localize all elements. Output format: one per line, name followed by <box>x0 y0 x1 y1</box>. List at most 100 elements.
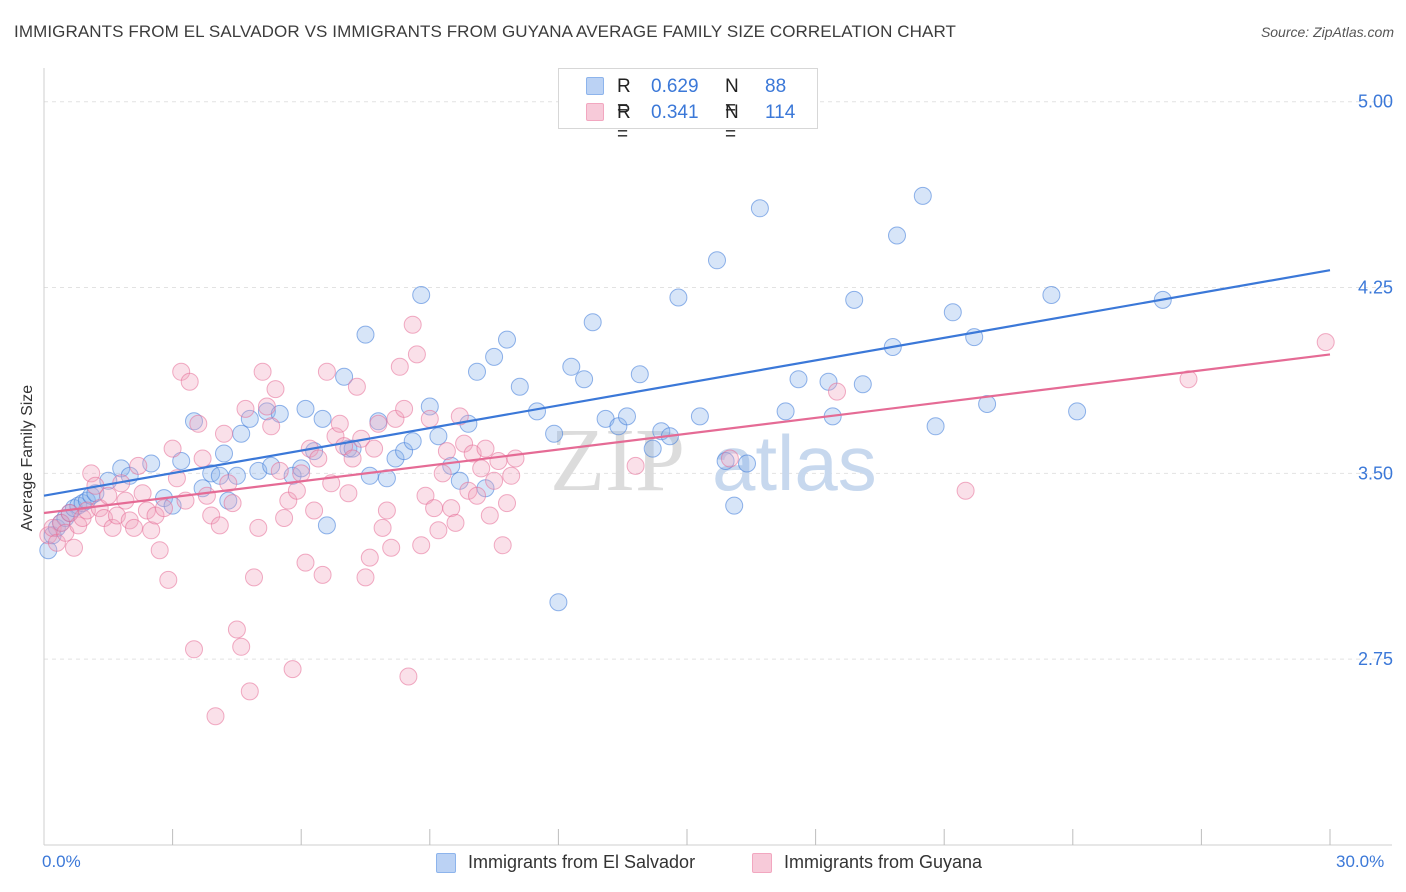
guyana-point <box>197 486 216 505</box>
el-salvador-point <box>1068 402 1087 421</box>
guyana-point <box>360 548 379 567</box>
guyana-point <box>129 456 148 475</box>
guyana-point <box>377 501 396 520</box>
el-salvador-point <box>313 409 332 428</box>
source-label: Source: ZipAtlas.com <box>1260 24 1394 40</box>
guyana-point <box>292 464 311 483</box>
guyana-point <box>287 481 306 500</box>
guyana-point <box>142 521 161 540</box>
el-salvador-point <box>412 286 431 304</box>
el-salvador-point <box>708 251 726 270</box>
guyana-point <box>382 538 401 557</box>
n-label: N = <box>725 76 739 119</box>
guyana-point <box>390 357 409 376</box>
y-tick-label: 4.25 <box>1358 278 1393 298</box>
legend-label-guyana: Immigrants from Guyana <box>784 852 983 872</box>
guyana-point <box>399 667 418 686</box>
legend-swatch-el-salvador <box>436 853 456 873</box>
guyana-point <box>257 397 276 416</box>
grid-layer <box>44 101 1392 660</box>
guyana-point <box>236 399 255 418</box>
guyana-point <box>270 461 289 480</box>
trend-layer <box>43 269 1331 515</box>
el-salvador-point <box>630 365 649 384</box>
el-salvador-point <box>232 424 251 443</box>
guyana-point <box>425 499 444 518</box>
guyana-point <box>339 484 358 503</box>
guyana-point <box>459 481 478 500</box>
guyana-point <box>498 494 516 513</box>
guyana-point <box>330 414 349 433</box>
guyana-point <box>480 506 499 525</box>
guyana-point <box>450 407 469 426</box>
el-salvador-point <box>845 290 864 309</box>
axis-layer <box>43 68 1392 846</box>
guyana-point <box>240 682 259 701</box>
guyana-point <box>476 439 495 458</box>
el-salvador-point <box>498 330 516 349</box>
guyana-point <box>305 501 324 520</box>
points-layer <box>39 186 1335 726</box>
el-salvador-point <box>240 409 259 428</box>
guyana-point <box>193 449 212 468</box>
guyana-point <box>472 459 491 478</box>
el-salvador-point <box>549 593 568 612</box>
series-legend: Immigrants from El Salvador Immigrants f… <box>0 852 1406 876</box>
n-value: 88 <box>765 76 787 97</box>
guyana-point <box>116 491 135 510</box>
el-salvador-point <box>776 402 795 421</box>
guyana-point <box>369 414 388 433</box>
guyana-point <box>442 499 461 518</box>
x-tick-label-min: 0.0% <box>42 852 81 871</box>
watermark-layer: ZIP atlas <box>550 411 877 510</box>
el-salvador-point <box>725 496 744 515</box>
guyana-trend-line <box>43 353 1331 515</box>
guyana-point <box>223 494 242 513</box>
el-salvador-point <box>528 402 546 421</box>
guyana-point <box>249 518 268 537</box>
el-salvador-point <box>926 417 945 436</box>
el-salvador-point <box>643 439 662 458</box>
el-salvador-point <box>583 313 602 332</box>
watermark-zip: ZIP <box>550 411 685 510</box>
guyana-point <box>185 640 203 659</box>
guyana-point <box>828 382 846 401</box>
guyana-point <box>412 536 431 555</box>
guyana-point <box>275 509 294 527</box>
el-salvador-point <box>420 397 439 416</box>
el-salvador-point <box>545 424 564 443</box>
guyana-point <box>313 565 332 584</box>
r-label: R = <box>617 102 631 145</box>
guyana-point <box>219 474 238 493</box>
el-salvador-point <box>292 459 311 478</box>
guyana-point <box>163 439 182 458</box>
guyana-point <box>493 536 512 555</box>
n-value: 114 <box>765 102 796 123</box>
el-salvador-point <box>690 407 709 426</box>
guyana-point <box>446 513 465 532</box>
guyana-point <box>626 456 645 475</box>
el-salvador-point <box>296 399 315 418</box>
el-salvador-point <box>853 375 872 394</box>
el-salvador-point <box>669 288 688 307</box>
guyana-point <box>489 452 508 470</box>
guyana-point <box>407 345 426 364</box>
guyana-point <box>253 362 272 381</box>
el-salvador-point <box>429 427 448 446</box>
el-salvador-point <box>510 377 529 396</box>
el-salvador-point <box>750 199 769 218</box>
guyana-point <box>365 439 384 458</box>
legend-swatch-guyana <box>586 103 604 121</box>
el-salvador-point <box>575 370 594 389</box>
el-salvador-point <box>913 186 932 205</box>
guyana-point <box>433 464 452 483</box>
el-salvador-point <box>738 454 756 473</box>
chart-title: IMMIGRANTS FROM EL SALVADOR VS IMMIGRANT… <box>14 22 957 41</box>
el-salvador-point <box>317 516 336 535</box>
guyana-point <box>720 449 739 468</box>
el-salvador-point <box>978 395 997 413</box>
el-salvador-point <box>335 367 354 386</box>
el-salvador-point <box>943 303 962 322</box>
guyana-point <box>309 449 328 468</box>
